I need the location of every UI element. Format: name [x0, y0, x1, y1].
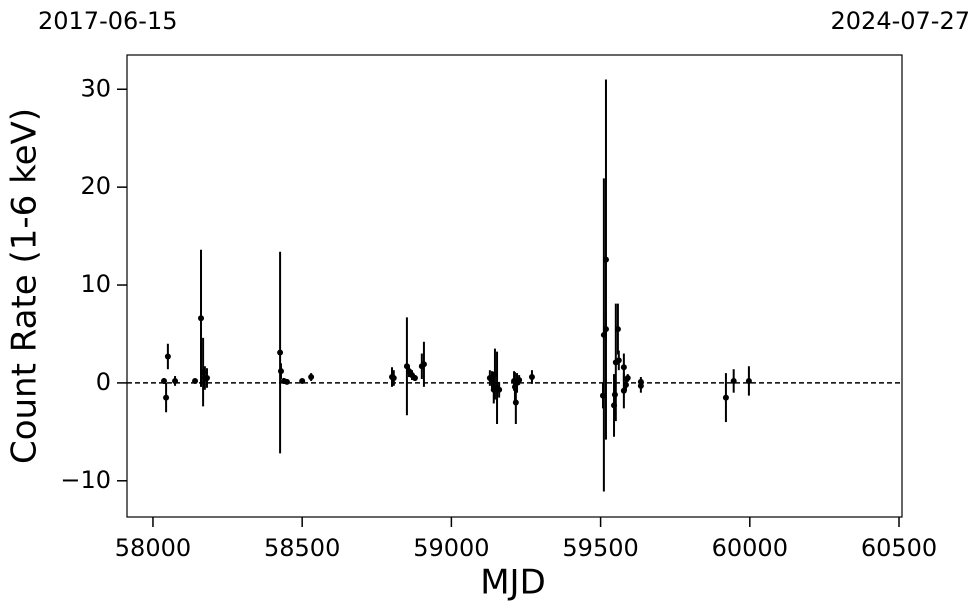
data-point [620, 364, 627, 371]
y-tick-label: 0 [96, 368, 111, 396]
data-point [615, 357, 622, 364]
data-point [277, 349, 284, 356]
data-point [637, 382, 644, 389]
top-date-label: 2017-06-15 [38, 7, 177, 35]
data-point [277, 368, 284, 375]
data-point [496, 386, 503, 393]
data-point [745, 377, 752, 384]
data-point [602, 326, 609, 333]
data-point [622, 381, 629, 388]
y-tick-label: 20 [80, 172, 111, 200]
data-point [512, 399, 519, 406]
data-point [172, 377, 179, 384]
data-point [614, 326, 621, 333]
data-point [624, 375, 631, 382]
data-point [516, 376, 523, 383]
x-tick-label: 59500 [562, 534, 638, 562]
y-tick-label: 30 [80, 74, 111, 102]
plot-frame [126, 54, 903, 518]
x-axis-label: MJD [480, 563, 546, 603]
y-tick-label: 10 [80, 270, 111, 298]
top-date-label: 2024-07-27 [831, 7, 970, 35]
data-point [283, 378, 290, 385]
data-point [198, 315, 205, 322]
data-point [528, 374, 535, 381]
y-tick-label: −10 [60, 466, 111, 494]
data-point [299, 377, 306, 384]
data-point [602, 256, 609, 263]
data-point [164, 353, 171, 360]
x-tick-label: 58000 [115, 534, 191, 562]
data-point [308, 374, 315, 381]
data-point [192, 377, 199, 384]
data-point [411, 375, 418, 382]
data-point [722, 394, 729, 401]
data-point [163, 394, 170, 401]
data-point [203, 375, 210, 382]
x-tick-label: 58500 [264, 534, 340, 562]
y-axis-label: Count Rate (1-6 keV) [5, 108, 45, 464]
x-tick-label: 60500 [861, 534, 937, 562]
x-tick-label: 60000 [712, 534, 788, 562]
data-point [730, 377, 737, 384]
data-point [390, 375, 397, 382]
data-point [161, 377, 168, 384]
data-point [420, 361, 427, 368]
x-tick-label: 59000 [413, 534, 489, 562]
